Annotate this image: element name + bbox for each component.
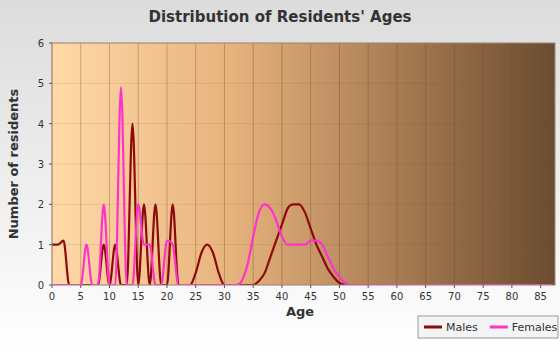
legend-box bbox=[418, 316, 558, 338]
y-tick-label: 5 bbox=[38, 78, 44, 89]
x-tick-label: 40 bbox=[276, 291, 289, 302]
y-tick-label: 2 bbox=[38, 199, 44, 210]
tick bbox=[166, 285, 167, 288]
series-line bbox=[52, 87, 552, 285]
tick bbox=[49, 43, 52, 44]
plot-frame bbox=[52, 43, 555, 285]
tick bbox=[49, 164, 52, 165]
x-tick-label: 30 bbox=[218, 291, 231, 302]
x-tick-label: 0 bbox=[49, 291, 55, 302]
y-axis-label: Number of residents bbox=[6, 88, 21, 239]
x-tick-label: 85 bbox=[534, 291, 547, 302]
legend-swatch bbox=[424, 326, 442, 329]
x-tick-label: 75 bbox=[477, 291, 490, 302]
x-axis-label: Age bbox=[286, 304, 314, 319]
tick bbox=[253, 285, 254, 288]
grid-line bbox=[52, 83, 555, 84]
tick bbox=[49, 244, 52, 245]
tick bbox=[454, 285, 455, 288]
grid-line bbox=[52, 204, 555, 205]
legend-swatch bbox=[490, 326, 508, 329]
tick bbox=[49, 83, 52, 84]
x-tick-label: 15 bbox=[132, 291, 145, 302]
tick bbox=[540, 285, 541, 288]
tick bbox=[339, 285, 340, 288]
tick bbox=[281, 285, 282, 288]
y-tick-label: 3 bbox=[38, 159, 44, 170]
x-tick-label: 20 bbox=[161, 291, 174, 302]
title: Distribution of Residents' Ages bbox=[149, 8, 412, 26]
x-tick-label: 70 bbox=[448, 291, 461, 302]
tick bbox=[224, 285, 225, 288]
chart: 0510152025303540455055606570758085012345… bbox=[0, 0, 560, 353]
tick bbox=[310, 285, 311, 288]
tick bbox=[80, 285, 81, 288]
grid-line bbox=[52, 123, 555, 124]
grid-line bbox=[52, 164, 555, 165]
x-tick-label: 60 bbox=[391, 291, 404, 302]
legend-label: Males bbox=[446, 321, 478, 334]
x-tick-label: 25 bbox=[189, 291, 202, 302]
y-tick-label: 1 bbox=[38, 240, 44, 251]
x-tick-label: 5 bbox=[78, 291, 84, 302]
tick bbox=[368, 285, 369, 288]
tick bbox=[49, 204, 52, 205]
plot-area bbox=[52, 43, 555, 285]
series-group bbox=[52, 87, 552, 285]
y-tick-label: 0 bbox=[38, 280, 44, 291]
tick bbox=[425, 285, 426, 288]
y-tick-label: 4 bbox=[38, 119, 44, 130]
background bbox=[0, 0, 560, 353]
tick bbox=[138, 285, 139, 288]
x-tick-label: 65 bbox=[419, 291, 432, 302]
tick bbox=[49, 123, 52, 124]
series-line bbox=[52, 124, 552, 285]
x-tick-label: 10 bbox=[103, 291, 116, 302]
x-tick-label: 45 bbox=[304, 291, 317, 302]
tick bbox=[49, 285, 52, 286]
x-tick-label: 80 bbox=[506, 291, 519, 302]
legend: Males Females bbox=[418, 316, 558, 338]
x-tick-label: 35 bbox=[247, 291, 260, 302]
x-tick-label: 50 bbox=[333, 291, 346, 302]
y-tick-label: 6 bbox=[38, 38, 44, 49]
x-tick-label: 55 bbox=[362, 291, 375, 302]
tick bbox=[195, 285, 196, 288]
legend-label: Females bbox=[512, 321, 558, 334]
tick bbox=[396, 285, 397, 288]
tick bbox=[109, 285, 110, 288]
tick bbox=[511, 285, 512, 288]
tick bbox=[483, 285, 484, 288]
